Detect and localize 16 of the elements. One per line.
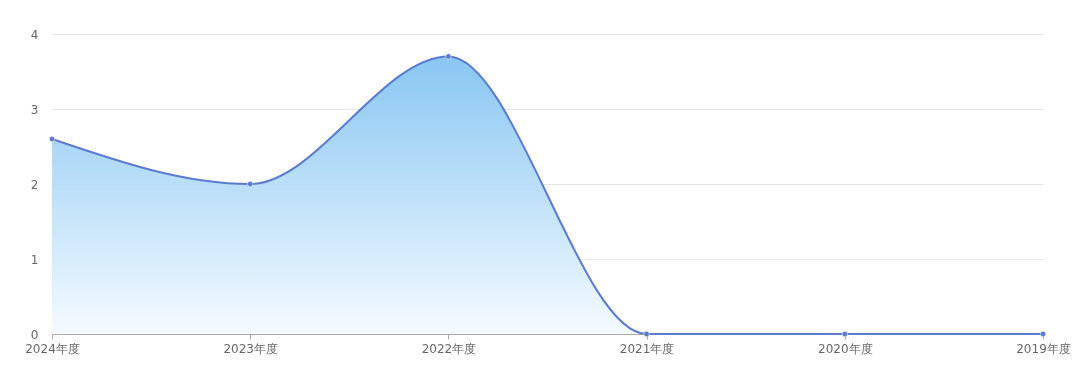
point (445, 53, 452, 60)
x-tick-label: 2020年度 (818, 341, 873, 356)
x-tick-label: 2019年度 (1016, 341, 1071, 356)
x-tick-label: 2023年度 (223, 341, 278, 356)
y-tick-label: 0 (30, 327, 39, 342)
y-tick-label: 4 (30, 27, 39, 42)
y-tick-label: 2 (30, 177, 39, 192)
point (643, 331, 650, 337)
y-tick-label: 3 (30, 102, 39, 117)
x-tick-label: 2021年度 (619, 341, 675, 356)
point (841, 331, 848, 337)
point (49, 136, 55, 142)
x-tick-label: 2022年度 (421, 341, 477, 356)
x-tick-label: 2024年度 (25, 341, 80, 356)
point (247, 181, 254, 187)
y-tick-label: 1 (30, 252, 39, 267)
